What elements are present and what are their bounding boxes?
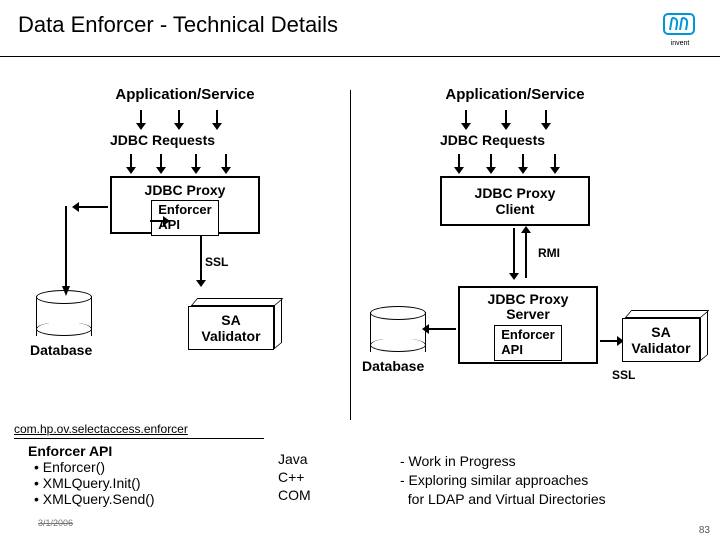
- package-section: com.hp.ov.selectaccess.enforcer Enforcer…: [14, 422, 274, 507]
- left-enforcer-api-box: Enforcer API: [151, 200, 218, 236]
- arrow: [458, 154, 460, 168]
- arrow: [525, 232, 527, 278]
- api-method: Enforcer(): [34, 459, 274, 475]
- slide-header: Data Enforcer - Technical Details invent: [0, 0, 720, 57]
- right-proxy-server-title: JDBC Proxy Server: [488, 292, 569, 323]
- arrow: [130, 154, 132, 168]
- right-validator-label: SA Validator: [622, 318, 700, 362]
- arrow: [513, 228, 515, 274]
- arrow: [140, 110, 142, 124]
- left-validator-label: SA Validator: [188, 306, 274, 350]
- binding: C++: [278, 468, 311, 486]
- arrow: [195, 154, 197, 168]
- right-enforcer-api-box: Enforcer API: [494, 325, 561, 361]
- right-proxy-client-box: JDBC Proxy Client: [440, 176, 590, 226]
- right-validator-box: SA Validator: [622, 318, 700, 362]
- right-ssl-label: SSL: [612, 368, 635, 382]
- arrow: [465, 110, 467, 124]
- right-app-label: Application/Service: [415, 86, 615, 103]
- binding: Java: [278, 450, 311, 468]
- arrow: [545, 110, 547, 124]
- right-proxy-server-box: JDBC Proxy Server Enforcer API: [458, 286, 598, 364]
- left-db-label: Database: [30, 342, 92, 358]
- note-line: - Work in Progress: [400, 452, 606, 471]
- right-jdbc-req: JDBC Requests: [440, 132, 545, 148]
- arrow: [490, 154, 492, 168]
- column-divider: [350, 90, 351, 420]
- arrow: [428, 328, 456, 330]
- notes-section: - Work in Progress - Exploring similar a…: [400, 452, 606, 509]
- arrow: [225, 154, 227, 168]
- diagram-stage: Application/Service JDBC Requests JDBC P…: [0, 50, 720, 540]
- left-jdbc-proxy-box: JDBC Proxy Enforcer API: [110, 176, 260, 234]
- right-proxy-client-title: JDBC Proxy Client: [475, 185, 556, 217]
- note-line: for LDAP and Virtual Directories: [400, 490, 606, 509]
- left-ssl-label: SSL: [205, 255, 228, 269]
- arrow: [600, 340, 618, 342]
- arrow: [150, 220, 164, 222]
- connector: [60, 206, 80, 296]
- api-method: XMLQuery.Init(): [34, 475, 274, 491]
- arrow: [78, 206, 108, 208]
- binding: COM: [278, 486, 311, 504]
- arrow: [200, 236, 202, 281]
- api-method: XMLQuery.Send(): [34, 491, 274, 507]
- language-bindings: Java C++ COM: [278, 450, 311, 505]
- arrow: [554, 154, 556, 168]
- right-database-icon: [370, 306, 426, 352]
- package-name: com.hp.ov.selectaccess.enforcer: [14, 422, 264, 439]
- footer-date: 3/1/2006: [38, 518, 73, 528]
- left-validator-box: SA Validator: [188, 306, 274, 350]
- api-title: Enforcer API: [28, 443, 274, 459]
- slide-number: 83: [699, 525, 710, 536]
- left-proxy-title: JDBC Proxy: [145, 182, 226, 198]
- left-jdbc-req: JDBC Requests: [110, 132, 215, 148]
- hp-logo: invent: [658, 12, 702, 48]
- arrow: [160, 154, 162, 168]
- slide-title: Data Enforcer - Technical Details: [18, 12, 338, 38]
- left-database-icon: [36, 290, 92, 336]
- arrow: [522, 154, 524, 168]
- arrow: [178, 110, 180, 124]
- right-db-label: Database: [362, 358, 424, 374]
- logo-text: invent: [671, 40, 690, 47]
- api-methods-list: Enforcer() XMLQuery.Init() XMLQuery.Send…: [34, 459, 274, 507]
- arrow: [505, 110, 507, 124]
- left-app-label: Application/Service: [85, 86, 285, 103]
- note-line: - Exploring similar approaches: [400, 471, 606, 490]
- right-rmi-label: RMI: [538, 246, 560, 260]
- arrow: [216, 110, 218, 124]
